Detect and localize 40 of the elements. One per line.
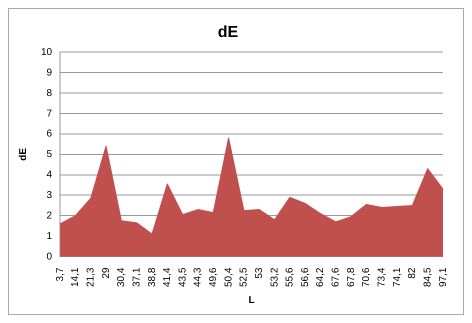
x-tick-label: 43,5 (177, 267, 188, 288)
y-tick-label: 7 (46, 108, 53, 120)
x-tick-label: 97,1 (438, 267, 449, 288)
x-axis-title: L (248, 294, 255, 306)
x-tick-label: 64,2 (315, 267, 326, 288)
x-tick-label: 49,6 (208, 267, 220, 288)
x-tick-label: 38,8 (146, 267, 158, 288)
y-tick-label: 3 (46, 190, 53, 201)
x-tick-label: 44,3 (192, 267, 204, 288)
y-tick-label: 2 (46, 210, 53, 222)
y-tick-label: 6 (46, 128, 53, 140)
x-tick-label: 30,4 (116, 267, 128, 288)
x-tick-label: 82 (407, 267, 418, 279)
x-tick-label: 37,1 (131, 267, 142, 288)
y-tick-label: 10 (41, 46, 53, 58)
y-tick-label: 4 (46, 170, 53, 181)
x-tick-label: 41,4 (162, 267, 174, 288)
x-tick-label: 53,2 (269, 267, 280, 288)
y-tick-label: 9 (46, 67, 53, 78)
chart-title: dE (218, 24, 239, 42)
x-tick-label: 74,1 (392, 267, 403, 288)
x-tick-label: 70,6 (361, 267, 372, 288)
x-tick-label: 29 (100, 267, 112, 279)
x-tick-label: 53 (254, 267, 265, 279)
y-axis-title: dE (18, 148, 29, 161)
x-tick-label: 52,5 (238, 267, 250, 288)
x-tick-label: 21,3 (86, 267, 97, 288)
x-tick-label: 73,4 (376, 267, 388, 288)
y-tick-label: 8 (46, 88, 53, 99)
y-tick-label: 1 (46, 230, 53, 242)
x-tick-label: 50,4 (223, 267, 234, 288)
x-tick-label: 14,1 (70, 267, 82, 288)
x-tick-label: 67,6 (330, 267, 342, 288)
x-tick-label: 67,8 (346, 267, 357, 288)
x-tick-label: 3,7 (54, 267, 66, 282)
x-tick-label: 84,5 (422, 267, 434, 288)
y-tick-label: 5 (46, 149, 53, 160)
x-tick-label: 55,6 (284, 267, 296, 288)
x-tick-label: 56,6 (300, 267, 311, 288)
y-tick-label: 0 (46, 251, 53, 262)
